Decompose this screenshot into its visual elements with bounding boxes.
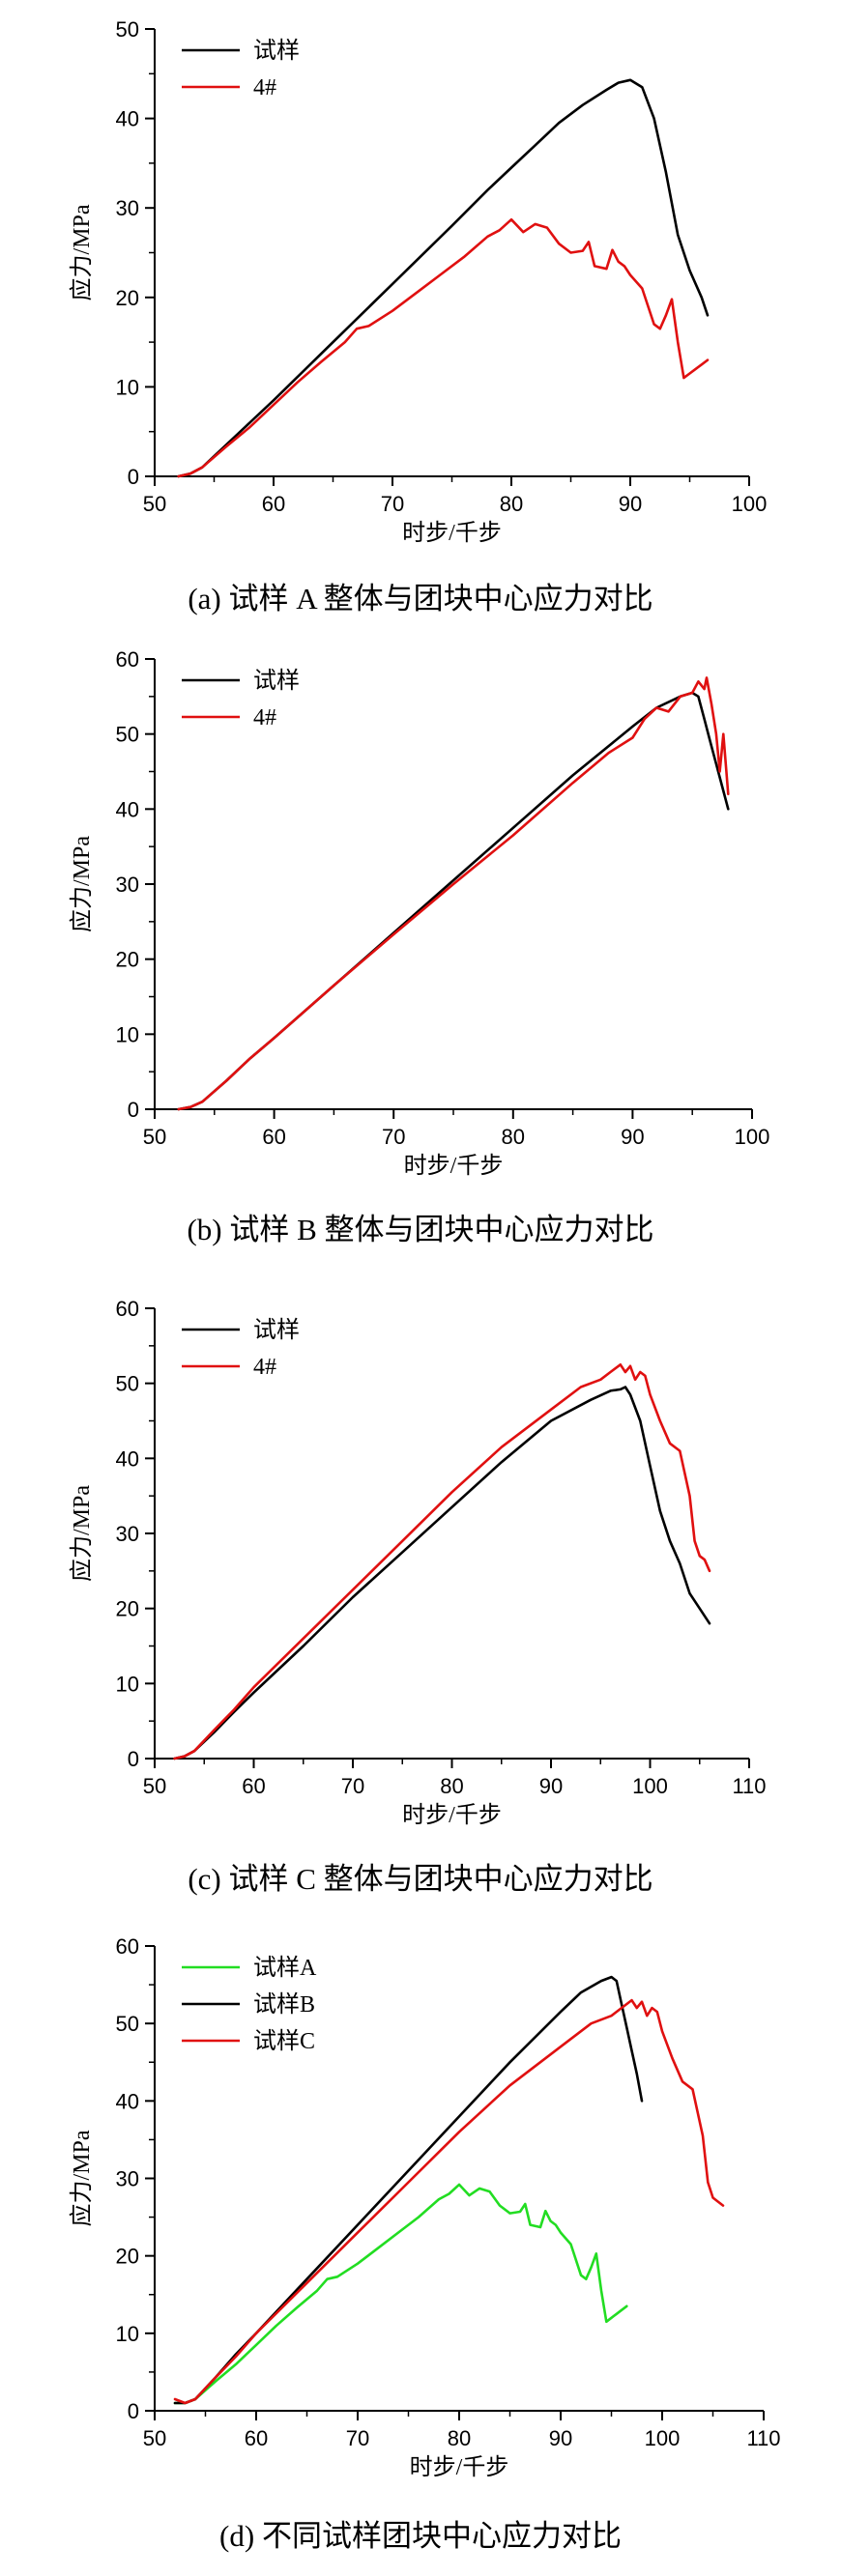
x-tick-label: 80 — [440, 1774, 463, 1798]
x-tick-label: 50 — [143, 2426, 166, 2450]
figure-caption: (b) 试样 B 整体与团块中心应力对比 — [187, 1213, 653, 1246]
series-line — [177, 217, 710, 478]
y-tick-label: 20 — [116, 1597, 139, 1621]
x-tick-label: 50 — [143, 1774, 166, 1798]
series-line — [173, 1998, 725, 2405]
x-tick-label: 100 — [735, 1125, 770, 1149]
y-tick-label: 40 — [116, 2089, 139, 2113]
y-tick-label: 0 — [128, 1098, 139, 1122]
y-tick-label: 60 — [116, 1934, 139, 1959]
x-axis-label: 时步/千步 — [402, 520, 502, 546]
y-tick-label: 30 — [116, 1522, 139, 1546]
x-tick-label: 70 — [382, 1125, 405, 1149]
y-axis-label: 应力/MPa — [69, 1485, 95, 1582]
y-tick-label: 10 — [116, 1672, 139, 1696]
x-tick-label: 50 — [143, 1125, 166, 1149]
chart-panel-d: 50 60 70 80 90 100 110 0 10 20 30 40 50 60 时步/千步 应力/MPa… — [69, 1934, 781, 2553]
legend-label: 试样C — [253, 2028, 315, 2054]
chart-panel-b: 50 60 70 80 90 100 0 10 20 30 40 50 60 时步/千步 应力/MPa 试样 4… — [69, 647, 769, 1246]
series-line — [173, 2183, 628, 2405]
x-tick-label: 110 — [732, 1774, 766, 1798]
x-tick-label: 90 — [549, 2426, 572, 2450]
y-tick-label: 40 — [116, 107, 139, 131]
y-tick-label: 50 — [116, 723, 139, 747]
y-tick-label: 40 — [116, 797, 139, 821]
figure-caption: (c) 试样 C 整体与团块中心应力对比 — [188, 1862, 652, 1896]
legend-label: 试样 — [253, 668, 300, 694]
figure-caption: (a) 试样 A 整体与团块中心应力对比 — [188, 582, 652, 615]
y-tick-label: 10 — [116, 2322, 139, 2346]
x-tick-label: 80 — [448, 2426, 471, 2450]
y-tick-label: 10 — [116, 375, 139, 399]
y-tick-label: 60 — [116, 1297, 139, 1321]
x-axis-label: 时步/千步 — [404, 1153, 504, 1179]
legend-label: 4# — [253, 75, 276, 100]
x-tick-label: 100 — [732, 492, 768, 516]
x-tick-label: 70 — [341, 1774, 364, 1798]
series-line — [173, 1386, 711, 1760]
legend-label: 试样A — [253, 1955, 317, 1981]
x-tick-label: 100 — [632, 1774, 668, 1798]
y-tick-label: 50 — [116, 17, 139, 42]
series-line — [177, 78, 710, 478]
y-tick-label: 30 — [116, 873, 139, 897]
series-line — [173, 1975, 644, 2405]
x-tick-label: 70 — [346, 2426, 369, 2450]
chart-panel-c: 50 60 70 80 90 100 110 0 10 20 30 40 50 60 时步/千步 应力/MPa… — [69, 1297, 767, 1896]
y-tick-label: 20 — [116, 2245, 139, 2269]
x-axis-label: 时步/千步 — [410, 2454, 509, 2480]
legend-label: 试样B — [253, 1991, 315, 2018]
x-tick-label: 60 — [262, 1125, 285, 1149]
x-tick-label: 60 — [242, 1774, 265, 1798]
figure-caption: (d) 不同试样团块中心应力对比 — [219, 2519, 622, 2553]
x-tick-label: 70 — [381, 492, 404, 516]
legend-label: 试样 — [253, 38, 300, 64]
x-tick-label: 100 — [645, 2426, 681, 2450]
x-tick-label: 90 — [621, 1125, 644, 1149]
x-tick-label: 60 — [245, 2426, 268, 2450]
series-line — [177, 676, 730, 1111]
series-line — [173, 1363, 711, 1760]
legend-label: 4# — [253, 705, 276, 730]
x-tick-label: 80 — [502, 1125, 525, 1149]
y-axis-label: 应力/MPa — [69, 836, 95, 932]
y-tick-label: 20 — [116, 948, 139, 972]
y-axis-label: 应力/MPa — [69, 204, 95, 301]
legend-label: 试样 — [253, 1317, 300, 1343]
legend-label: 4# — [253, 1355, 276, 1380]
y-axis-label: 应力/MPa — [69, 2130, 95, 2226]
x-tick-label: 50 — [143, 492, 166, 516]
y-tick-label: 40 — [116, 1446, 139, 1471]
y-tick-label: 10 — [116, 1022, 139, 1046]
y-tick-label: 60 — [116, 647, 139, 672]
chart-panel-a: 50 60 70 80 90 100 0 10 20 30 40 50 时步/千步 应力/MPa 试样 4# (… — [69, 17, 767, 615]
y-tick-label: 50 — [116, 1372, 139, 1396]
x-tick-label: 60 — [262, 492, 285, 516]
y-tick-label: 50 — [116, 2012, 139, 2036]
y-tick-label: 0 — [128, 2399, 139, 2423]
y-tick-label: 20 — [116, 286, 139, 310]
y-tick-label: 0 — [128, 465, 139, 489]
x-tick-label: 80 — [500, 492, 523, 516]
x-tick-label: 90 — [539, 1774, 563, 1798]
y-tick-label: 30 — [116, 196, 139, 220]
series-line — [177, 691, 730, 1111]
x-tick-label: 110 — [746, 2426, 780, 2450]
y-tick-label: 0 — [128, 1747, 139, 1771]
x-tick-label: 90 — [619, 492, 642, 516]
y-tick-label: 30 — [116, 2167, 139, 2191]
x-axis-label: 时步/千步 — [402, 1802, 502, 1828]
